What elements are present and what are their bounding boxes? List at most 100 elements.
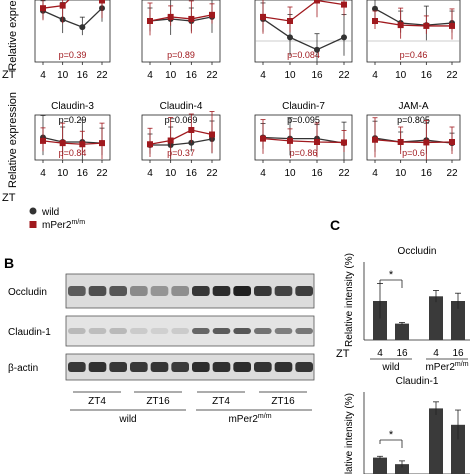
x-tick-label: 10 bbox=[284, 70, 296, 81]
x-tick-label: 22 bbox=[206, 168, 218, 179]
data-point-mper2 bbox=[423, 139, 430, 146]
blot-band bbox=[254, 286, 272, 296]
group-label: ZT16 bbox=[146, 396, 170, 407]
x-tick-label: 16 bbox=[77, 70, 89, 81]
genotype-mper2-name: mPer2 bbox=[228, 414, 258, 425]
data-point-mper2 bbox=[341, 139, 347, 146]
x-tick-label: 22 bbox=[96, 168, 108, 179]
blot-band bbox=[68, 328, 86, 334]
data-point-mper2 bbox=[59, 2, 66, 9]
data-point-wild bbox=[314, 46, 320, 53]
genotype-label-wild-c: wild bbox=[381, 362, 399, 373]
x-tick-label: 16 bbox=[311, 168, 323, 179]
y-axis-label-top: Relative express bbox=[7, 0, 19, 71]
genotype-mper2-superscript-c: m/m bbox=[455, 361, 469, 368]
data-point-mper2 bbox=[449, 22, 455, 29]
bar bbox=[451, 424, 465, 474]
bar bbox=[373, 301, 387, 340]
line-chart-7: 4 10 16 22 Claudin-7 p=0.095 p=0.86 bbox=[254, 101, 353, 179]
bar bbox=[451, 301, 465, 340]
data-point-mper2 bbox=[372, 136, 378, 143]
y-axis-label-occludin: Relative intensity (%) bbox=[344, 253, 355, 347]
blot-band bbox=[68, 286, 86, 296]
data-point-mper2 bbox=[99, 140, 105, 147]
panel-letter-b: B bbox=[4, 255, 14, 271]
data-point-mper2 bbox=[397, 139, 404, 145]
series-line-wild bbox=[262, 136, 345, 144]
x-tick-label: 10 bbox=[165, 168, 177, 179]
blot-band bbox=[130, 328, 148, 334]
data-point-mper2 bbox=[147, 18, 153, 24]
p-value: p=0.37 bbox=[167, 148, 195, 158]
group-label: ZT4 bbox=[88, 396, 106, 407]
line-chart-4: 4 10 16 22 p=0.46 bbox=[366, 0, 461, 81]
p-value-top: p=0.069 bbox=[165, 115, 198, 125]
x-tick-label: 4 bbox=[377, 348, 383, 359]
plot-frame bbox=[141, 114, 221, 161]
plot-frame bbox=[34, 114, 111, 161]
x-tick-label: 16 bbox=[421, 70, 433, 81]
blot-band bbox=[68, 362, 86, 372]
blot-background bbox=[65, 273, 315, 309]
series-line-mper2 bbox=[42, 0, 103, 9]
blot-band bbox=[171, 328, 189, 334]
blot-band bbox=[171, 286, 189, 296]
data-point-mper2 bbox=[147, 141, 153, 148]
x-tick-label: 16 bbox=[186, 168, 198, 179]
chart-title: Occludin bbox=[398, 246, 437, 257]
data-point-mper2 bbox=[260, 135, 266, 142]
bar bbox=[429, 408, 443, 474]
series-line-mper2 bbox=[149, 129, 213, 145]
data-point-mper2 bbox=[314, 139, 320, 145]
y-axis-label-bottom: Relative expression bbox=[7, 92, 19, 188]
blot-row-label: Claudin-1 bbox=[8, 327, 51, 338]
p-value: p=0.084 bbox=[287, 50, 320, 60]
x-tick-label: 10 bbox=[284, 168, 296, 179]
series-line-wild bbox=[262, 18, 345, 51]
p-value: p=0.39 bbox=[59, 50, 87, 60]
legend-label-mper2: mPer2m/m bbox=[42, 219, 85, 231]
zt-label: ZT bbox=[2, 192, 16, 204]
blot-strip-2 bbox=[65, 315, 315, 347]
x-tick-label: 16 bbox=[77, 168, 89, 179]
chart-title: Claudin-3 bbox=[51, 101, 94, 112]
blot-band bbox=[233, 328, 251, 334]
plot-frame bbox=[254, 0, 353, 63]
zt-label-c: ZT bbox=[336, 348, 350, 360]
blot-band bbox=[212, 362, 231, 372]
blot-band bbox=[192, 328, 210, 334]
x-tick-label: 22 bbox=[206, 70, 218, 81]
blot-band bbox=[274, 328, 293, 334]
blot-band bbox=[88, 286, 107, 296]
chart-title: JAM-A bbox=[399, 101, 429, 112]
line-chart-3: 4 10 16 22 p=0.084 bbox=[254, 0, 353, 81]
zt-label: ZT bbox=[2, 69, 16, 81]
data-point-mper2 bbox=[59, 140, 66, 147]
legend-mper2-name: mPer2 bbox=[42, 220, 72, 231]
series-line-mper2 bbox=[149, 14, 213, 22]
plot-frame bbox=[366, 0, 461, 63]
blot-band bbox=[295, 362, 313, 372]
line-chart-8: 4 10 16 22 JAM-A p=0.805 p=0.6 bbox=[366, 101, 461, 179]
x-tick-label: 10 bbox=[165, 70, 177, 81]
blot-strip-1 bbox=[65, 273, 315, 309]
bar-chart-claudin-1: Claudin-1 * bbox=[363, 376, 470, 474]
y-axis-label-claudin1: Relative intensity (%) bbox=[344, 393, 355, 474]
series-line-mper2 bbox=[262, 0, 345, 22]
blot-band bbox=[109, 362, 127, 372]
series-line-wild bbox=[150, 138, 213, 146]
data-point-mper2 bbox=[372, 18, 378, 24]
blot-band bbox=[192, 286, 210, 296]
x-tick-label: 16 bbox=[452, 348, 464, 359]
data-point-mper2 bbox=[209, 131, 215, 138]
data-point-mper2 bbox=[423, 22, 430, 29]
data-point-wild bbox=[287, 34, 293, 41]
data-point-mper2 bbox=[397, 22, 404, 29]
blot-background bbox=[65, 353, 315, 381]
data-point-mper2 bbox=[209, 11, 215, 18]
series-line-wild bbox=[374, 8, 453, 26]
data-point-mper2 bbox=[287, 137, 293, 144]
x-tick-label: 10 bbox=[57, 70, 69, 81]
significance-star: * bbox=[389, 269, 394, 281]
